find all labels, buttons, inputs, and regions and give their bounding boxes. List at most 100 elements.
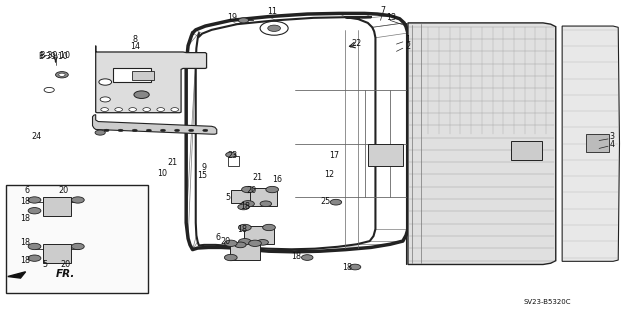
Circle shape <box>203 129 208 132</box>
Text: 9: 9 <box>202 163 207 172</box>
Circle shape <box>260 21 288 35</box>
Circle shape <box>349 264 361 270</box>
Bar <box>113 68 151 82</box>
Circle shape <box>260 201 271 207</box>
Bar <box>6 185 148 293</box>
Circle shape <box>262 224 275 231</box>
Text: 19: 19 <box>227 13 237 22</box>
Circle shape <box>225 254 237 261</box>
Circle shape <box>225 240 237 247</box>
Text: 16: 16 <box>271 174 282 184</box>
Text: 20: 20 <box>247 186 257 195</box>
Polygon shape <box>8 272 26 278</box>
Text: 18: 18 <box>20 238 31 247</box>
Text: 23: 23 <box>227 151 237 160</box>
Text: 5: 5 <box>42 260 47 269</box>
Circle shape <box>248 240 261 247</box>
Circle shape <box>257 240 268 245</box>
Text: B-39·10: B-39·10 <box>38 52 68 61</box>
Circle shape <box>239 18 248 23</box>
Circle shape <box>242 201 254 207</box>
Text: 8: 8 <box>132 35 138 44</box>
Text: 18: 18 <box>342 263 352 271</box>
Circle shape <box>99 79 111 85</box>
Text: 17: 17 <box>329 151 339 160</box>
Text: 2: 2 <box>405 42 410 51</box>
Circle shape <box>95 130 105 135</box>
Text: 6: 6 <box>216 234 221 242</box>
Text: SV23-B5320C: SV23-B5320C <box>524 299 572 305</box>
Circle shape <box>161 129 166 132</box>
Bar <box>586 134 609 152</box>
Text: 15: 15 <box>197 171 207 181</box>
Circle shape <box>266 186 278 193</box>
Text: 21: 21 <box>253 173 262 182</box>
Bar <box>368 144 403 166</box>
Circle shape <box>132 129 138 132</box>
Text: 11: 11 <box>268 7 277 16</box>
Circle shape <box>100 108 108 111</box>
Text: 20: 20 <box>59 186 69 195</box>
Bar <box>246 188 277 206</box>
Circle shape <box>268 25 280 32</box>
Bar <box>132 71 154 80</box>
Text: 1: 1 <box>405 35 410 44</box>
Text: 10: 10 <box>157 169 167 178</box>
Circle shape <box>242 186 254 193</box>
Circle shape <box>28 208 41 214</box>
Text: 18: 18 <box>20 214 31 223</box>
Circle shape <box>104 129 109 132</box>
Polygon shape <box>562 26 620 261</box>
Circle shape <box>238 204 249 210</box>
Circle shape <box>129 108 136 111</box>
Text: 18: 18 <box>240 202 250 211</box>
Circle shape <box>115 108 122 111</box>
Bar <box>511 141 541 160</box>
Circle shape <box>330 199 342 205</box>
Polygon shape <box>93 115 217 134</box>
Circle shape <box>147 129 152 132</box>
Circle shape <box>301 255 313 260</box>
Circle shape <box>44 87 54 93</box>
Text: B-39·10: B-39·10 <box>40 51 70 60</box>
Text: 4: 4 <box>609 140 614 149</box>
Text: 12: 12 <box>324 170 335 179</box>
Bar <box>228 156 239 166</box>
Circle shape <box>28 243 41 250</box>
Circle shape <box>72 197 84 203</box>
Circle shape <box>28 197 41 203</box>
Bar <box>231 190 250 203</box>
Text: 22: 22 <box>352 39 362 48</box>
Circle shape <box>118 129 123 132</box>
Polygon shape <box>408 23 556 264</box>
Bar <box>43 197 72 216</box>
Text: FR.: FR. <box>56 269 75 279</box>
Circle shape <box>28 255 41 261</box>
Circle shape <box>157 108 164 111</box>
Text: 25: 25 <box>320 197 330 206</box>
Text: 3: 3 <box>609 132 614 141</box>
Circle shape <box>239 239 251 245</box>
Circle shape <box>56 71 68 78</box>
Text: 21: 21 <box>167 158 177 167</box>
Circle shape <box>171 108 179 111</box>
Bar <box>244 226 274 244</box>
Text: 6: 6 <box>24 186 29 195</box>
Text: 18: 18 <box>237 225 247 234</box>
Text: 18: 18 <box>20 197 31 206</box>
Bar <box>43 244 72 263</box>
Circle shape <box>239 224 251 231</box>
Circle shape <box>143 108 150 111</box>
Circle shape <box>175 129 180 132</box>
Circle shape <box>189 129 194 132</box>
Text: 20: 20 <box>60 260 70 269</box>
Circle shape <box>235 242 246 248</box>
Circle shape <box>226 152 236 157</box>
Text: 24: 24 <box>31 132 42 141</box>
Text: 18: 18 <box>20 256 31 264</box>
Circle shape <box>59 73 65 76</box>
Bar <box>230 242 260 260</box>
Polygon shape <box>96 46 207 113</box>
Text: 13: 13 <box>387 13 396 22</box>
Circle shape <box>72 243 84 250</box>
